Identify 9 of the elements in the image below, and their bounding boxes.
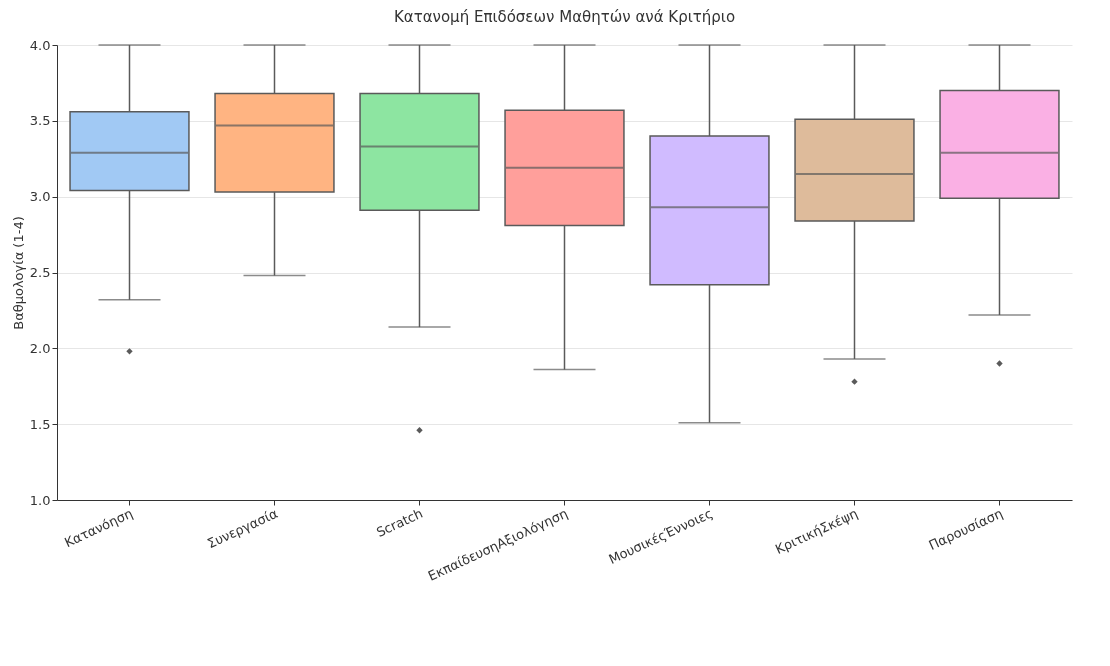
y-tick-label: 3.5 bbox=[29, 113, 51, 129]
y-tick-label: 4.0 bbox=[29, 37, 51, 53]
y-tick-label: 1.0 bbox=[29, 492, 51, 508]
y-tick-label: 2.5 bbox=[29, 265, 51, 280]
y-tick-label: 1.5 bbox=[29, 416, 51, 432]
y-axis-title: Βαθμολογία (1-4) bbox=[10, 216, 26, 330]
y-tick-label: 3.0 bbox=[29, 189, 51, 205]
chart-title: Κατανομή Επιδόσεων Μαθητών ανά Κριτήριο bbox=[393, 8, 736, 26]
y-tick-label: 2.0 bbox=[29, 340, 51, 356]
